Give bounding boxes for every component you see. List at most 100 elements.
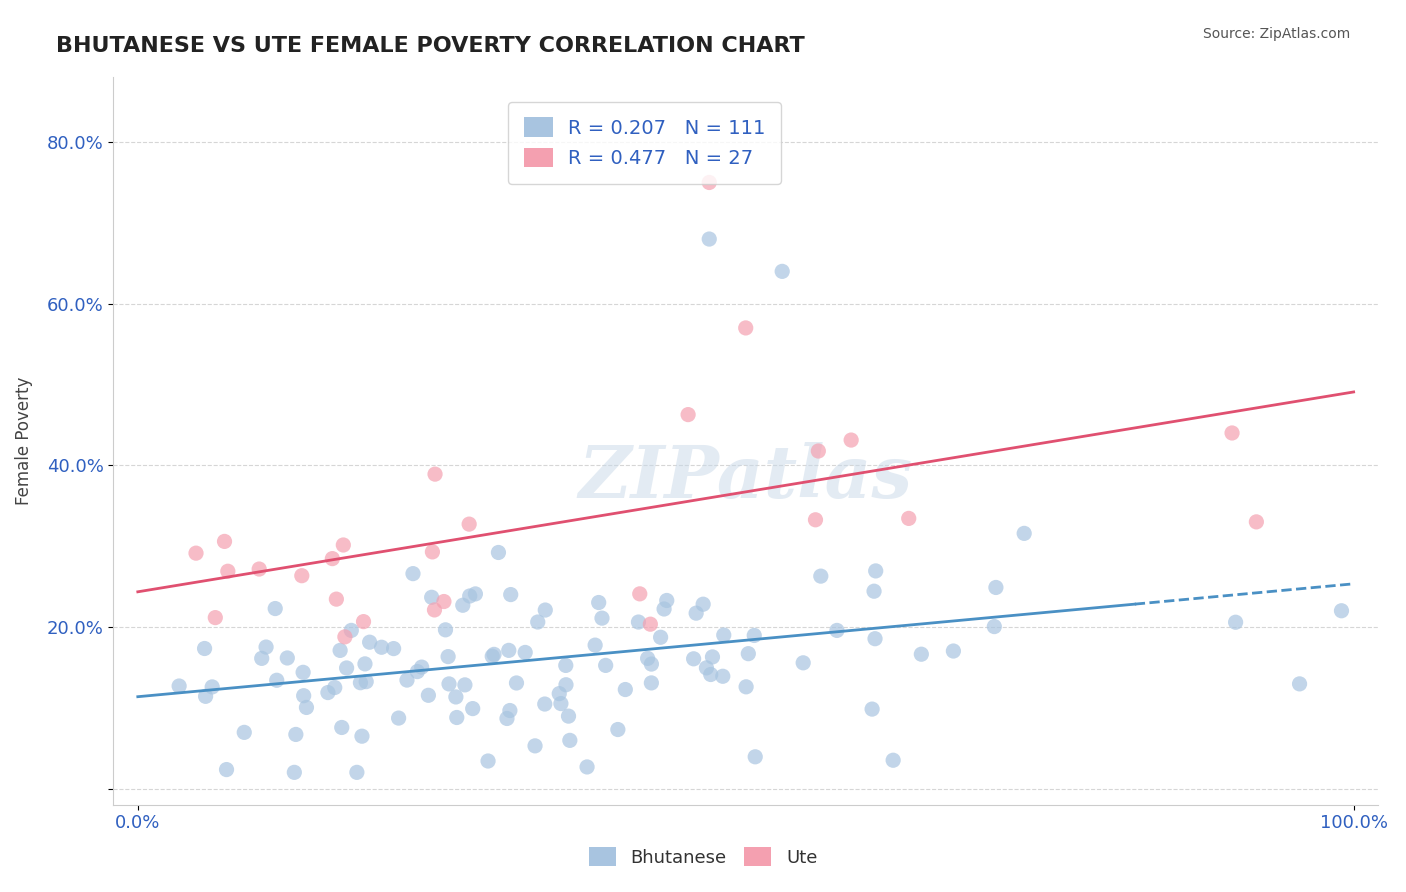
Point — [555, 678, 578, 692]
Point — [349, 675, 371, 690]
Point — [595, 658, 617, 673]
Point — [711, 669, 734, 683]
Point — [422, 545, 444, 559]
Point — [204, 610, 226, 624]
Point — [735, 680, 758, 694]
Point — [284, 727, 307, 741]
Point — [283, 765, 305, 780]
Point — [488, 545, 510, 559]
Point — [685, 606, 707, 620]
Point — [697, 176, 720, 190]
Text: BHUTANESE VS UTE FEMALE POVERTY CORRELATION CHART: BHUTANESE VS UTE FEMALE POVERTY CORRELAT… — [56, 36, 806, 55]
Point — [323, 681, 346, 695]
Point — [640, 657, 662, 671]
Point — [481, 649, 503, 664]
Point — [650, 630, 672, 644]
Point — [477, 754, 499, 768]
Point — [215, 763, 238, 777]
Point — [897, 511, 920, 525]
Point — [588, 595, 610, 609]
Point — [692, 597, 714, 611]
Point — [983, 619, 1005, 633]
Point — [350, 729, 373, 743]
Point — [682, 652, 704, 666]
Point — [464, 587, 486, 601]
Point — [713, 628, 735, 642]
Point — [214, 534, 236, 549]
Point — [458, 589, 481, 603]
Point — [863, 632, 886, 646]
Point — [353, 615, 375, 629]
Point — [699, 667, 721, 681]
Point — [316, 685, 339, 699]
Point — [1330, 604, 1353, 618]
Point — [233, 725, 256, 739]
Point — [591, 611, 613, 625]
Point — [359, 635, 381, 649]
Point — [524, 739, 547, 753]
Point — [291, 568, 314, 582]
Point — [499, 704, 522, 718]
Point — [370, 640, 392, 655]
Point — [734, 321, 756, 335]
Point — [1012, 526, 1035, 541]
Point — [266, 673, 288, 688]
Point — [496, 711, 519, 725]
Point — [423, 603, 446, 617]
Point — [499, 588, 522, 602]
Point — [346, 765, 368, 780]
Point — [640, 676, 662, 690]
Point — [640, 617, 662, 632]
Point — [697, 232, 720, 246]
Point — [614, 682, 637, 697]
Point — [676, 408, 699, 422]
Point — [737, 647, 759, 661]
Point — [1246, 515, 1268, 529]
Point — [330, 721, 353, 735]
Point — [254, 640, 277, 654]
Point — [839, 433, 862, 447]
Point — [804, 513, 827, 527]
Point — [446, 710, 468, 724]
Point — [742, 628, 765, 642]
Point — [863, 584, 886, 599]
Point — [406, 665, 429, 679]
Point — [984, 581, 1007, 595]
Point — [420, 591, 443, 605]
Point — [860, 702, 883, 716]
Point — [770, 264, 793, 278]
Point — [437, 649, 460, 664]
Point — [250, 651, 273, 665]
Point — [193, 641, 215, 656]
Point — [550, 697, 572, 711]
Legend: Bhutanese, Ute: Bhutanese, Ute — [582, 840, 824, 874]
Point — [695, 661, 717, 675]
Point — [498, 643, 520, 657]
Point — [332, 538, 354, 552]
Point — [637, 651, 659, 665]
Point — [505, 676, 527, 690]
Point — [276, 651, 298, 665]
Point — [865, 564, 887, 578]
Point — [264, 601, 287, 615]
Point — [336, 661, 359, 675]
Point — [628, 587, 651, 601]
Point — [437, 677, 460, 691]
Point — [184, 546, 207, 560]
Point — [333, 630, 356, 644]
Point — [340, 624, 363, 638]
Point — [395, 673, 418, 687]
Point — [627, 615, 650, 629]
Point — [534, 603, 557, 617]
Point — [942, 644, 965, 658]
Point — [576, 760, 599, 774]
Point — [454, 678, 477, 692]
Point — [461, 701, 484, 715]
Point — [434, 623, 457, 637]
Point — [702, 649, 724, 664]
Point — [354, 657, 377, 671]
Point — [792, 656, 814, 670]
Point — [354, 674, 377, 689]
Point — [482, 648, 505, 662]
Point — [451, 599, 474, 613]
